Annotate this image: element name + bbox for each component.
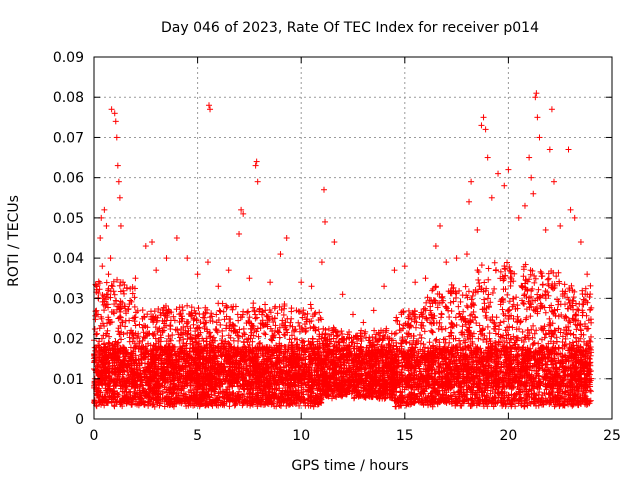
scatter-point <box>131 294 138 301</box>
data-points <box>91 90 595 410</box>
scatter-point <box>442 325 449 332</box>
grid <box>94 57 612 419</box>
scatter-point <box>520 273 527 280</box>
scatter-point <box>509 324 516 331</box>
scatter-point <box>296 402 303 409</box>
scatter-point <box>95 311 102 318</box>
scatter-point <box>478 262 485 269</box>
scatter-point <box>587 333 594 340</box>
scatter-point <box>115 339 122 346</box>
scatter-point <box>438 326 445 333</box>
scatter-point <box>310 403 317 410</box>
scatter-point <box>535 286 542 293</box>
scatter-point <box>542 309 549 316</box>
scatter-point <box>486 330 493 337</box>
scatter-point <box>103 279 110 286</box>
scatter-point <box>227 334 234 341</box>
scatter-point <box>111 301 118 308</box>
scatter-point <box>527 313 534 320</box>
scatter-point <box>157 309 164 316</box>
scatter-point <box>250 304 257 311</box>
scatter-point <box>229 306 236 313</box>
scatter-point <box>470 330 477 337</box>
scatter-point <box>129 290 136 297</box>
scatter-point <box>587 388 594 395</box>
scatter-point <box>447 299 454 306</box>
scatter-point <box>464 304 471 311</box>
scatter-point <box>117 322 124 329</box>
scatter-point <box>255 333 262 340</box>
scatter-point <box>421 328 428 335</box>
scatter-point <box>96 286 103 293</box>
scatter-point <box>121 290 128 297</box>
scatter-point <box>219 327 226 334</box>
scatter-point <box>105 339 112 346</box>
scatter-point <box>424 294 431 301</box>
scatter-point <box>325 325 332 332</box>
scatter-point <box>530 322 537 329</box>
scatter-point <box>112 338 119 345</box>
scatter-point <box>538 336 545 343</box>
scatter-point <box>579 287 586 294</box>
scatter-point <box>307 301 314 308</box>
scatter-point <box>261 330 268 337</box>
scatter-point <box>446 314 453 321</box>
scatter-point <box>476 322 483 329</box>
scatter-point <box>504 291 511 298</box>
scatter-point <box>481 279 488 286</box>
scatter-point <box>108 319 115 326</box>
scatter-point <box>311 324 318 331</box>
scatter-point <box>244 309 251 316</box>
scatter-point <box>96 325 103 332</box>
scatter-point <box>262 301 269 308</box>
scatter-point <box>410 310 417 317</box>
scatter-point <box>502 266 509 273</box>
scatter-point <box>235 333 242 340</box>
scatter-point <box>452 314 459 321</box>
scatter-point <box>413 319 420 326</box>
scatter-point <box>308 305 315 312</box>
scatter-point <box>216 307 223 314</box>
scatter-point <box>104 327 111 334</box>
scatter-point <box>547 322 554 329</box>
